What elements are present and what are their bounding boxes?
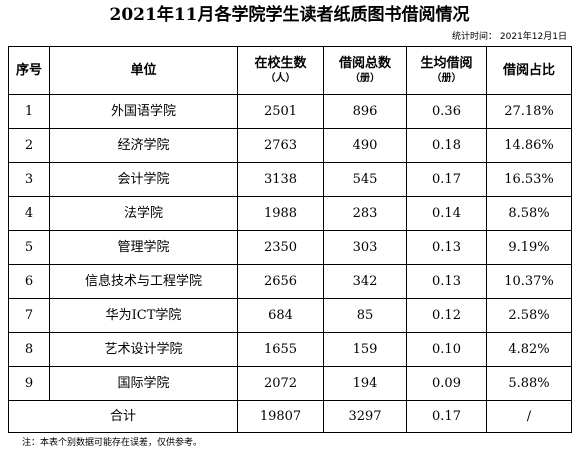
table-row: 5 管理学院 2350 303 0.13 9.19% xyxy=(8,230,572,265)
header-borrows-label: 借阅总数 xyxy=(338,56,391,71)
header-unit: 单位 xyxy=(49,46,238,95)
cell-students: 1988 xyxy=(237,196,324,231)
cell-avg: 0.13 xyxy=(406,230,487,265)
cell-avg: 0.13 xyxy=(406,264,487,299)
header-seq: 序号 xyxy=(8,46,50,95)
header-avg-unit: （册） xyxy=(431,73,462,84)
cell-borrows: 342 xyxy=(323,264,407,299)
cell-seq: 7 xyxy=(8,298,50,333)
cell-share: 5.88% xyxy=(486,366,572,401)
header-students: 在校生数 （人） xyxy=(237,46,324,95)
header-borrows: 借阅总数 （册） xyxy=(323,46,407,95)
cell-borrows: 85 xyxy=(323,298,407,333)
cell-borrows: 545 xyxy=(323,162,407,197)
table-row: 7 华为ICT学院 684 85 0.12 2.58% xyxy=(8,298,572,333)
total-row: 合计 19807 3297 0.17 / xyxy=(8,400,572,433)
cell-avg: 0.10 xyxy=(406,332,487,367)
cell-share: 14.86% xyxy=(486,128,572,163)
cell-seq: 3 xyxy=(8,162,50,197)
borrow-table: 序号 单位 在校生数 （人） 借阅总数 （册） 生均借阅 （册） 借阅占比 1 … xyxy=(8,46,572,433)
total-borrows: 3297 xyxy=(323,400,407,433)
cell-borrows: 194 xyxy=(323,366,407,401)
cell-students: 2763 xyxy=(237,128,324,163)
table-row: 9 国际学院 2072 194 0.09 5.88% xyxy=(8,366,572,401)
cell-share: 10.37% xyxy=(486,264,572,299)
cell-students: 684 xyxy=(237,298,324,333)
cell-seq: 6 xyxy=(8,264,50,299)
table-row: 1 外国语学院 2501 896 0.36 27.18% xyxy=(8,94,572,129)
cell-unit: 管理学院 xyxy=(49,230,238,265)
cell-seq: 1 xyxy=(8,94,50,129)
cell-avg: 0.17 xyxy=(406,162,487,197)
cell-students: 2350 xyxy=(237,230,324,265)
cell-unit: 信息技术与工程学院 xyxy=(49,264,238,299)
page-title: 2021年11月各学院学生读者纸质图书借阅情况 xyxy=(109,5,470,25)
total-share: / xyxy=(486,400,572,433)
cell-share: 4.82% xyxy=(486,332,572,367)
cell-students: 3138 xyxy=(237,162,324,197)
table-header-row: 序号 单位 在校生数 （人） 借阅总数 （册） 生均借阅 （册） 借阅占比 xyxy=(8,46,572,95)
cell-borrows: 283 xyxy=(323,196,407,231)
cell-share: 9.19% xyxy=(486,230,572,265)
cell-share: 2.58% xyxy=(486,298,572,333)
cell-unit: 经济学院 xyxy=(49,128,238,163)
table-row: 3 会计学院 3138 545 0.17 16.53% xyxy=(8,162,572,197)
cell-unit: 华为ICT学院 xyxy=(49,298,238,333)
cell-borrows: 896 xyxy=(323,94,407,129)
cell-avg: 0.14 xyxy=(406,196,487,231)
cell-unit: 国际学院 xyxy=(49,366,238,401)
header-students-label: 在校生数 xyxy=(254,56,307,71)
cell-avg: 0.12 xyxy=(406,298,487,333)
total-avg: 0.17 xyxy=(406,400,487,433)
cell-students: 2656 xyxy=(237,264,324,299)
cell-unit: 法学院 xyxy=(49,196,238,231)
footnote: 注：本表个别数据可能存在误差，仅供参考。 xyxy=(22,438,203,448)
cell-borrows: 303 xyxy=(323,230,407,265)
cell-seq: 2 xyxy=(8,128,50,163)
total-students: 19807 xyxy=(237,400,324,433)
cell-borrows: 490 xyxy=(323,128,407,163)
table-row: 6 信息技术与工程学院 2656 342 0.13 10.37% xyxy=(8,264,572,299)
cell-unit: 外国语学院 xyxy=(49,94,238,129)
header-share: 借阅占比 xyxy=(486,46,572,95)
table-row: 2 经济学院 2763 490 0.18 14.86% xyxy=(8,128,572,163)
cell-seq: 9 xyxy=(8,366,50,401)
cell-avg: 0.09 xyxy=(406,366,487,401)
cell-unit: 会计学院 xyxy=(49,162,238,197)
cell-avg: 0.36 xyxy=(406,94,487,129)
cell-students: 2072 xyxy=(237,366,324,401)
cell-borrows: 159 xyxy=(323,332,407,367)
header-avg-label: 生均借阅 xyxy=(420,56,473,71)
cell-seq: 5 xyxy=(8,230,50,265)
cell-share: 27.18% xyxy=(486,94,572,129)
cell-share: 16.53% xyxy=(486,162,572,197)
stat-date: 统计时间： 2021年12月1日 xyxy=(452,32,567,42)
table-row: 4 法学院 1988 283 0.14 8.58% xyxy=(8,196,572,231)
cell-seq: 8 xyxy=(8,332,50,367)
cell-seq: 4 xyxy=(8,196,50,231)
header-students-unit: （人） xyxy=(265,73,296,84)
cell-share: 8.58% xyxy=(486,196,572,231)
cell-unit: 艺术设计学院 xyxy=(49,332,238,367)
total-label: 合计 xyxy=(8,400,238,433)
table-row: 8 艺术设计学院 1655 159 0.10 4.82% xyxy=(8,332,572,367)
cell-students: 2501 xyxy=(237,94,324,129)
cell-avg: 0.18 xyxy=(406,128,487,163)
header-borrows-unit: （册） xyxy=(350,73,380,84)
header-avg: 生均借阅 （册） xyxy=(406,46,487,95)
cell-students: 1655 xyxy=(237,332,324,367)
